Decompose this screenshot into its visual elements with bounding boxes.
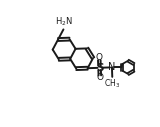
Text: O: O	[96, 53, 103, 62]
Text: O: O	[96, 73, 103, 82]
Text: S: S	[96, 63, 103, 73]
Text: CH$_3$: CH$_3$	[104, 78, 120, 90]
Text: N: N	[108, 62, 116, 72]
Text: H$_2$N: H$_2$N	[55, 16, 72, 28]
